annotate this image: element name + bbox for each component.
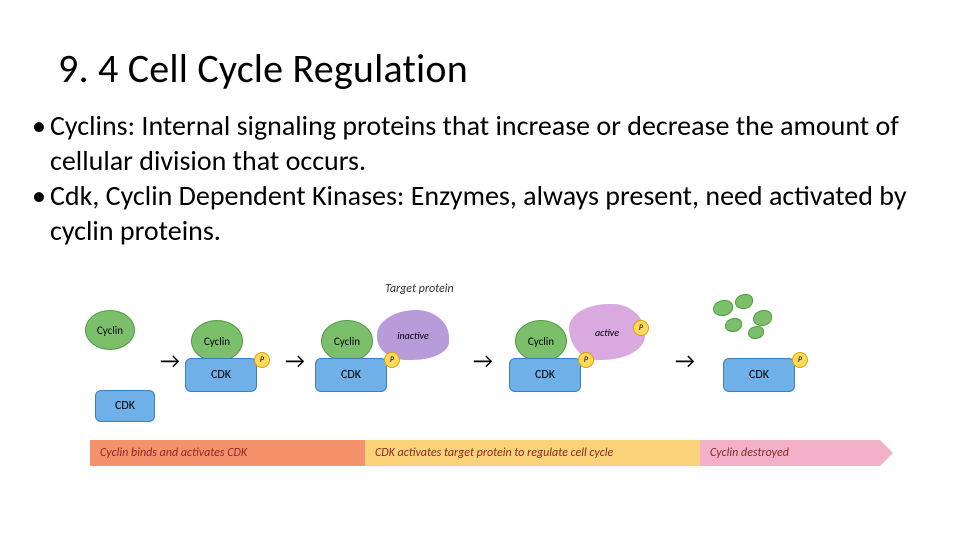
step-bar-2: CDK activates target protein to regulate… [365,440,705,466]
cyclin-fragment [713,300,733,316]
cyclin-shape: Cyclin [85,310,135,350]
bullet-text: Cdk, Cyclin Dependent Kinases: Enzymes, … [50,178,918,248]
step-bar-3: Cyclin destroyed [700,440,880,466]
diagram: Target proteinCyclinCDK→→→→CyclinCDKPina… [85,292,875,502]
bullet-dot: • [28,108,50,143]
arrow-icon: → [473,347,493,374]
cyclin-fragment [753,310,772,326]
slide-body: • Cyclins: Internal signaling proteins t… [28,108,918,248]
cyclin-fragment [735,294,753,309]
cdk-shape: CDK [509,358,581,392]
slide: 9. 4 Cell Cycle Regulation • Cyclins: In… [0,0,960,540]
cyclin-fragment [748,326,764,339]
cyclin-fragment [725,318,742,332]
phosphate-icon: P [633,320,649,336]
target-protein-label: Target protein [385,282,454,296]
cdk-shape: CDK [185,358,257,392]
phosphate-icon: P [578,352,594,368]
step-bar-1: Cyclin binds and activates CDK [90,440,370,466]
bullet-dot: • [28,178,50,213]
slide-title: 9. 4 Cell Cycle Regulation [58,44,468,93]
phosphate-icon: P [384,352,400,368]
cyclin-shape: Cyclin [321,320,373,362]
arrow-icon: → [285,347,305,374]
cyclin-shape: Cyclin [191,320,243,362]
cdk-shape: CDK [95,390,155,422]
bullet-1: • Cyclins: Internal signaling proteins t… [28,108,918,178]
arrow-icon: → [675,347,695,374]
phosphate-icon: P [792,352,808,368]
phosphate-icon: P [254,352,270,368]
bullet-text: Cyclins: Internal signaling proteins tha… [50,108,918,178]
cyclin-shape: Cyclin [515,320,567,362]
arrow-icon: → [160,347,180,374]
cdk-shape: CDK [723,358,795,392]
cdk-shape: CDK [315,358,387,392]
bullet-2: • Cdk, Cyclin Dependent Kinases: Enzymes… [28,178,918,248]
